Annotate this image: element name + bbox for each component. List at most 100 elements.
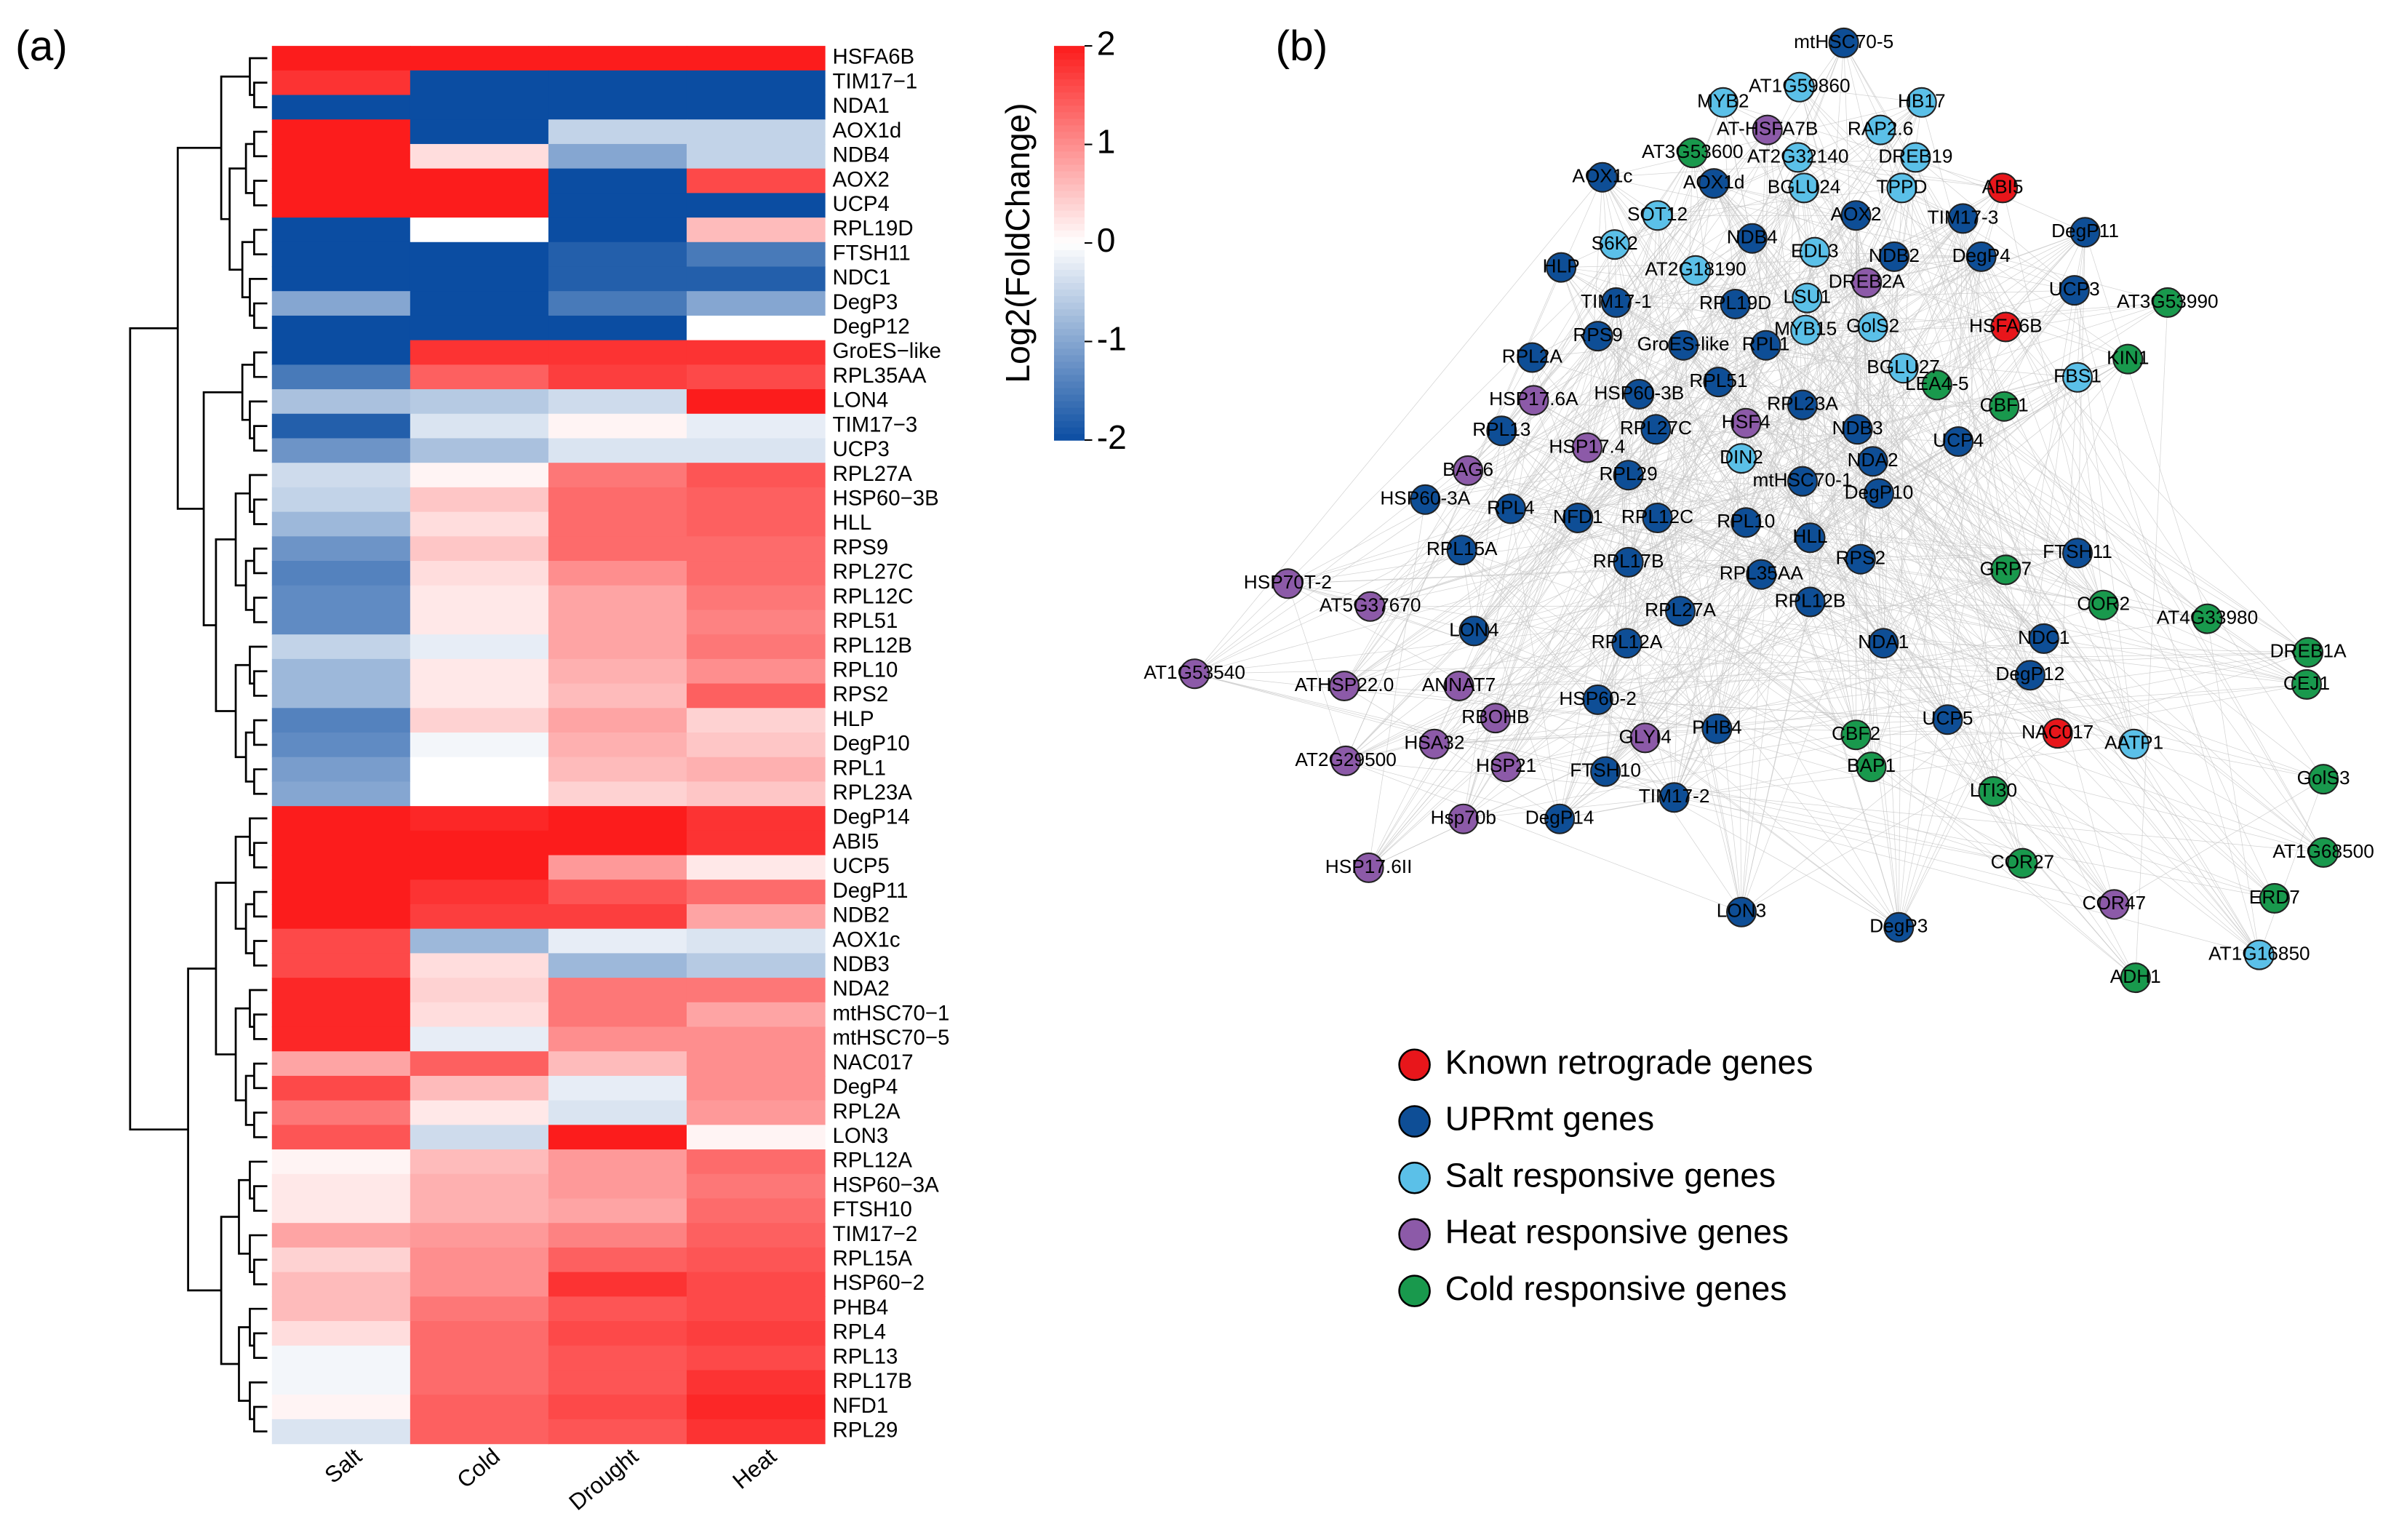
colorbar-step [1054, 229, 1085, 237]
heat-cell [548, 1321, 687, 1346]
dendrogram-branch [187, 968, 222, 1292]
colorbar-step [1054, 322, 1085, 330]
row-label: mtHSC70−5 [833, 1026, 950, 1050]
heat-cell [271, 978, 411, 1003]
edge [1674, 574, 1762, 798]
heat-cell [410, 413, 549, 439]
heat-cell [686, 634, 826, 660]
node-label: DREB19 [1878, 145, 1952, 167]
edge [1368, 481, 1803, 869]
network-node [1784, 71, 1815, 103]
heat-cell [548, 193, 687, 218]
edge [1288, 359, 2128, 584]
colorbar-step [1054, 256, 1085, 263]
edge [1860, 290, 2075, 559]
network-node [1865, 114, 1896, 145]
node-label: RBOHB [1461, 706, 1529, 727]
edge [1810, 377, 2078, 538]
heat-cell [686, 95, 826, 120]
node-label: ATHSP22.0 [1295, 674, 1394, 695]
heat-cell [548, 487, 687, 513]
heat-cell [410, 218, 549, 243]
node-label: UCP5 [1923, 707, 1973, 729]
row-label: RPL12B [833, 634, 912, 658]
node-label: CBF2 [1832, 722, 1880, 744]
edge [1605, 674, 2030, 772]
colorbar-step [1054, 433, 1085, 441]
edge [1370, 508, 1512, 607]
colorbar-step [1054, 118, 1085, 126]
dendrogram-branch [244, 1074, 255, 1126]
colorbar-step [1054, 394, 1085, 402]
network-node [1752, 114, 1783, 145]
edge [1506, 728, 1717, 767]
heat-cell [271, 1125, 411, 1150]
edge [1898, 553, 2078, 927]
edge [1434, 684, 2307, 745]
dendrogram-branch [253, 130, 268, 158]
heat-cell [548, 1272, 687, 1297]
network-node [1965, 241, 1997, 272]
edge [1468, 470, 1658, 519]
row-label: NDA2 [833, 977, 890, 1001]
legend-label: UPRmt genes [1445, 1100, 1655, 1138]
heat-cell [548, 1173, 687, 1200]
row-label: HSP60−2 [833, 1271, 925, 1295]
edge [1370, 188, 1805, 607]
row-label: AOX1c [833, 927, 901, 951]
network-node [2291, 669, 2322, 700]
edge [1474, 102, 1923, 631]
edge [1467, 470, 2044, 639]
edge [1674, 743, 2134, 798]
heat-cell [686, 119, 826, 145]
edge [1903, 367, 2309, 653]
edge [1639, 394, 1803, 405]
edge [1898, 570, 2006, 927]
edge [1474, 559, 1861, 631]
edge [1463, 336, 1598, 819]
edge [1872, 461, 2045, 639]
colorbar-step [1054, 302, 1085, 310]
heat-cell [686, 1345, 826, 1371]
edge [1898, 406, 2005, 927]
dendrogram-branch [253, 597, 268, 623]
heat-cell [686, 218, 826, 243]
node-label: RPL27A [1645, 599, 1716, 621]
edge [1586, 447, 2307, 685]
row-label: TIM17−2 [833, 1222, 918, 1246]
column-label: Heat [727, 1443, 781, 1493]
dendrogram-branch [253, 498, 268, 525]
node-label: RPL10 [1717, 510, 1775, 532]
edge [1674, 481, 1803, 798]
network-node [1448, 803, 1479, 834]
heat-cell [548, 1075, 687, 1101]
heat-cell [271, 879, 411, 905]
edge [1614, 188, 1805, 245]
heat-cell [686, 585, 826, 611]
edge [1461, 549, 1560, 819]
row-label: ABI5 [833, 829, 879, 853]
edge [1814, 102, 1923, 252]
edge [1717, 327, 1873, 729]
edge [1947, 684, 2307, 720]
heat-cell [410, 928, 549, 954]
row-label: NDC1 [833, 266, 891, 290]
heat-cell [410, 1198, 549, 1224]
row-label: FTSH11 [833, 241, 911, 265]
edge [1915, 157, 2075, 291]
node-label: CBF1 [1980, 394, 2029, 416]
dendrogram-branch [253, 1062, 268, 1090]
edge [1194, 177, 1603, 674]
node-label: RPL23A [1767, 393, 1838, 415]
network-node [1879, 241, 1909, 272]
edge [1510, 42, 1844, 509]
network-node [1857, 311, 1888, 343]
edge [1645, 574, 1762, 738]
edge [1501, 431, 2136, 978]
heat-cell [548, 903, 687, 930]
heat-cell [271, 143, 411, 169]
network-node [1906, 87, 1937, 118]
edge [1761, 461, 1873, 575]
dendrogram-branch [249, 57, 268, 96]
edge [1856, 733, 2058, 735]
